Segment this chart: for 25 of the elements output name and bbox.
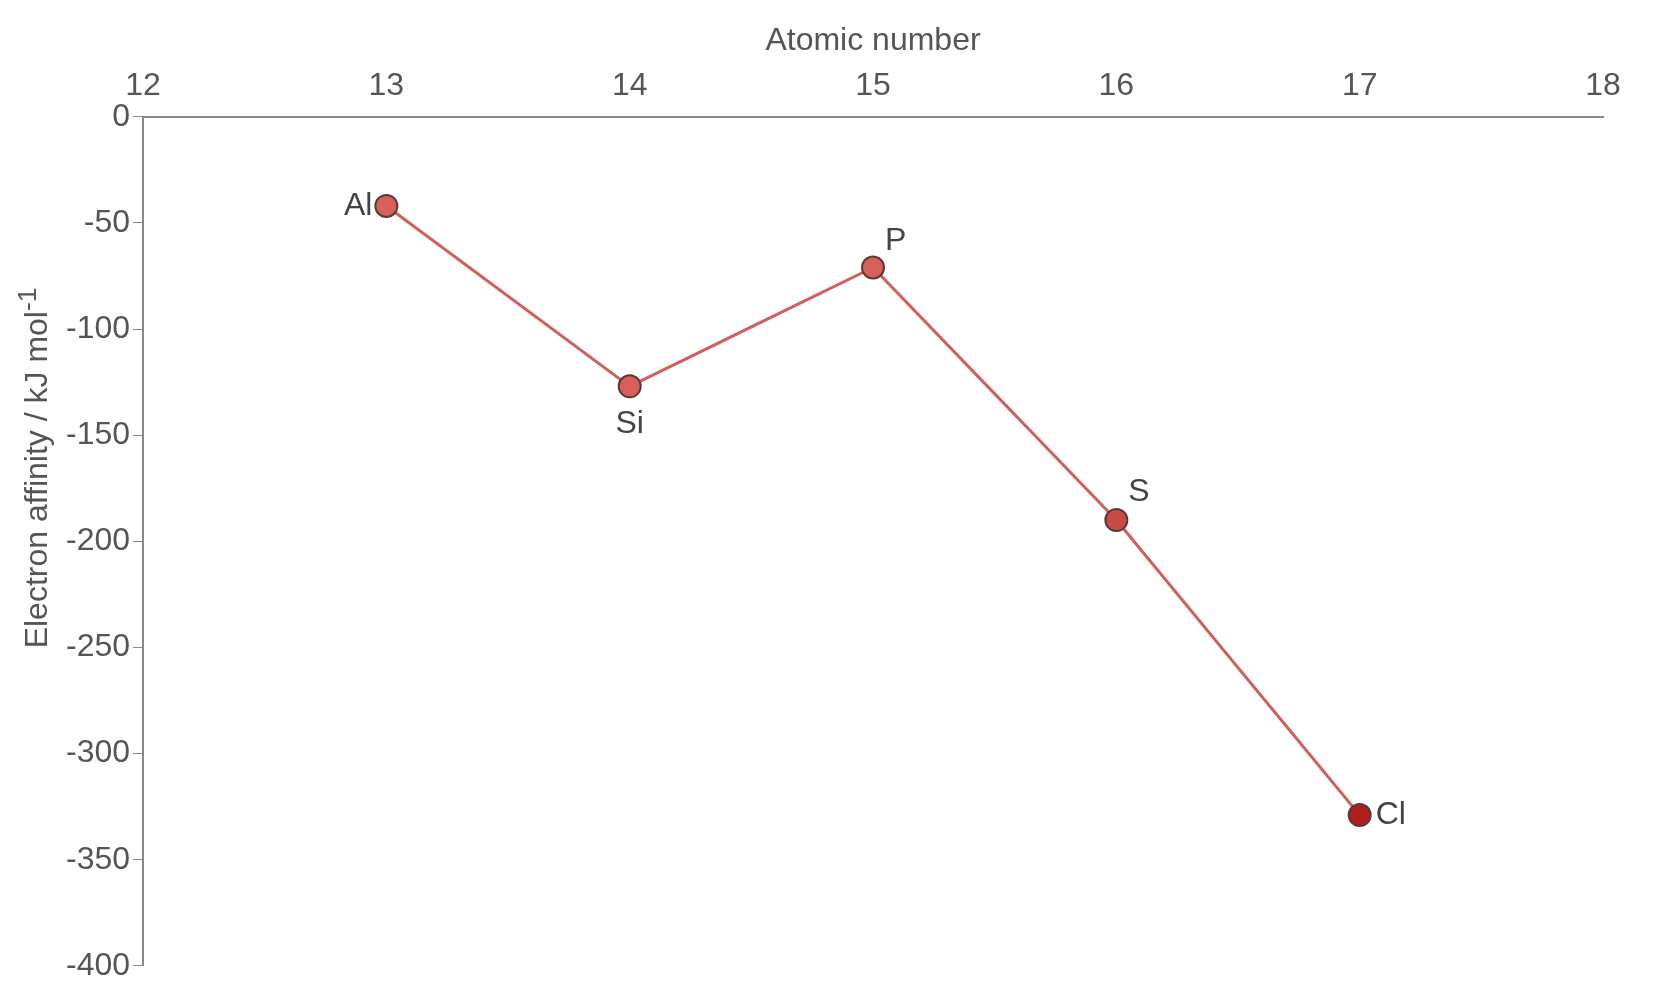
y-tick-label: -100 xyxy=(66,308,131,345)
annotation: Al xyxy=(343,185,373,222)
x-tick-label: 16 xyxy=(1098,66,1135,103)
point xyxy=(1104,508,1129,533)
annotation: Si xyxy=(615,404,644,441)
x-tick-label: 18 xyxy=(1585,66,1621,103)
x-tick-label: 14 xyxy=(611,66,648,103)
y-tick-label: -150 xyxy=(66,415,131,451)
x-axis-title: Atomic number xyxy=(765,21,981,58)
point xyxy=(861,255,886,280)
point xyxy=(1347,803,1372,828)
y-tick-label: -400 xyxy=(66,945,131,982)
x-tick-label: 13 xyxy=(368,66,405,103)
x-tick-label: 17 xyxy=(1341,66,1378,103)
x-tick-label: 15 xyxy=(855,66,891,103)
y-tick-label: -50 xyxy=(83,202,131,239)
y-tick-label: -350 xyxy=(66,839,131,876)
y-tick-label: -200 xyxy=(66,521,131,558)
annotation: S xyxy=(1128,471,1150,508)
annotation: P xyxy=(885,221,907,258)
point xyxy=(617,374,642,399)
annotation: Cl xyxy=(1375,794,1406,831)
y-tick-label: -250 xyxy=(66,627,131,664)
y-tick-label: -300 xyxy=(66,733,131,770)
point xyxy=(374,193,399,218)
